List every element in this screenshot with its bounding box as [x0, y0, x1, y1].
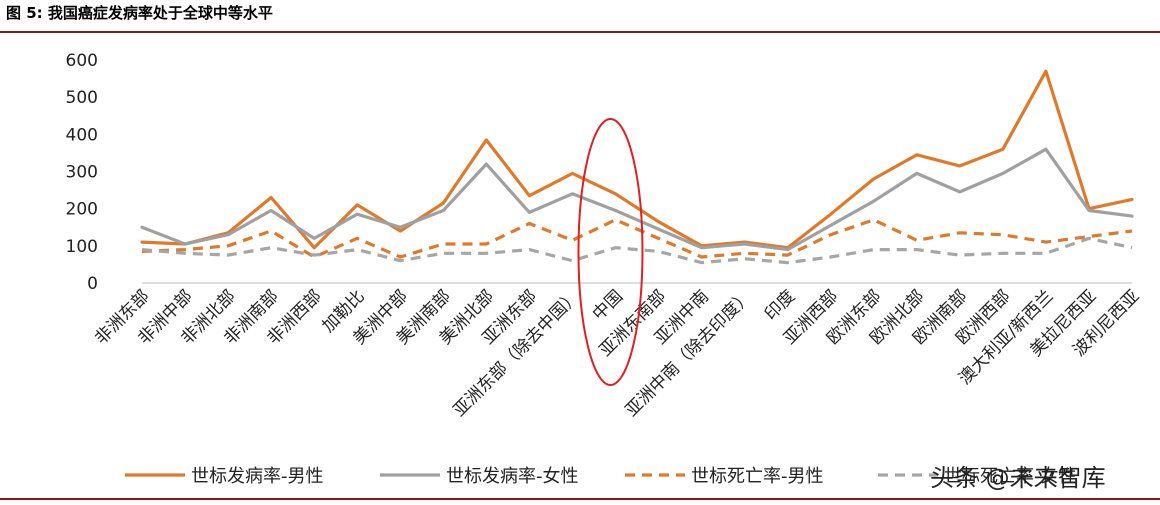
- y-tick-label: 400: [66, 125, 98, 145]
- x-tick-label: 印度: [761, 286, 799, 324]
- y-tick-label: 0: [87, 274, 98, 294]
- x-tick-label: 中国: [589, 286, 627, 324]
- y-tick-label: 600: [66, 51, 98, 71]
- series-line-3: [141, 236, 1133, 265]
- top-divider: [0, 31, 1160, 33]
- legend-label-0: 世标发病率-男性: [191, 466, 324, 487]
- series-line-1: [140, 147, 1134, 252]
- x-axis: 非洲东部非洲中部非洲北部非洲南部非洲西部加勒比美洲中部美洲南部美洲北部亚洲东部亚…: [91, 286, 1143, 420]
- watermark: 头条 @未来智库: [930, 464, 1106, 492]
- series-line-0: [140, 69, 1134, 250]
- annotation-layer: [577, 118, 644, 386]
- highlight-ellipse: [577, 118, 644, 386]
- y-tick-label: 300: [66, 163, 98, 183]
- legend-label-2: 世标死亡率-男性: [691, 466, 824, 487]
- legend-label-3: 世标死亡率-女性: [944, 466, 1077, 487]
- y-axis: 0 100 200 300 400 500 600: [66, 51, 1132, 294]
- legend-label-1: 世标发病率-女性: [446, 466, 579, 487]
- series-line-2: [141, 218, 1133, 259]
- bottom-divider: [0, 498, 1160, 500]
- y-tick-label: 100: [66, 237, 98, 257]
- legend: 世标发病率-男性 世标发病率-女性 世标死亡率-男性 世标死亡率-女性: [125, 466, 1077, 487]
- series-lines: [140, 69, 1134, 265]
- figure-title: 图 5: 我国癌症发病率处于全球中等水平: [6, 4, 273, 22]
- y-tick-label: 500: [66, 88, 98, 108]
- y-tick-label: 200: [66, 200, 98, 220]
